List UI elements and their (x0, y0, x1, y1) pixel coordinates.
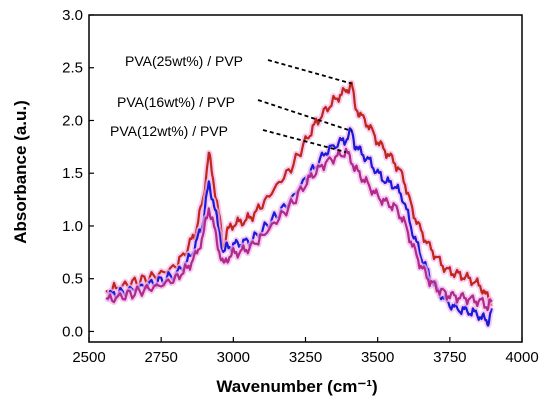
y-tick-label: 2.0 (62, 112, 83, 129)
y-tick-label: 2.5 (62, 60, 83, 77)
series-layer (103, 79, 495, 329)
y-tick-label: 3.0 (62, 7, 83, 24)
series-line-3 (106, 147, 493, 312)
leader-line-pva12 (262, 129, 347, 153)
x-tick-label: 2750 (144, 349, 177, 366)
x-tick-label: 3250 (289, 349, 322, 366)
leader-line-pva25 (267, 59, 352, 85)
y-tick-label: 1.5 (62, 165, 83, 182)
tick-layer: 2500 2750 3000 3250 3500 3750 4000 0.0 0.5 1.0 1.5… (62, 7, 539, 366)
legend-label-pva16: PVA(16wt%) / PVP (117, 94, 235, 110)
y-tick-label: 1.0 (62, 218, 83, 235)
x-tick-label: 2500 (72, 349, 105, 366)
legend-label-pva25: PVA(25wt%) / PVP (125, 53, 243, 69)
x-tick-label: 3750 (433, 349, 466, 366)
x-tick-label: 3500 (361, 349, 394, 366)
leader-line-pva16 (257, 99, 352, 132)
y-tick-label: 0.0 (62, 323, 83, 340)
y-tick-label: 0.5 (62, 271, 83, 288)
leader-layer (257, 59, 352, 153)
x-axis-title: Wavenumber (cm⁻¹) (216, 377, 377, 396)
legend-label-pva12: PVA(12wt%) / PVP (110, 123, 228, 139)
x-tick-label: 3000 (217, 349, 250, 366)
y-axis-title: Absorbance (a.u.) (11, 100, 30, 244)
x-tick-label: 4000 (505, 349, 538, 366)
